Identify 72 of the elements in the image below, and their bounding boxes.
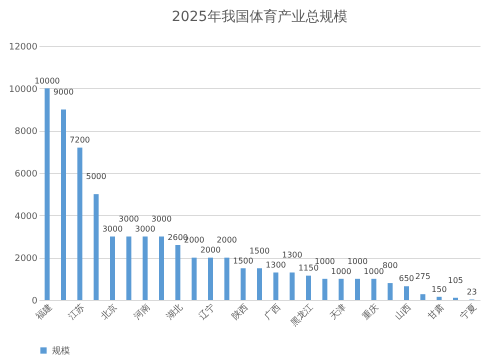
bar <box>306 276 311 300</box>
bar <box>436 296 442 300</box>
x-tick-label: 黑龙江 <box>288 302 316 329</box>
data-label: 10000 <box>34 76 60 86</box>
bar <box>224 258 230 300</box>
x-tick-label: 辽宁 <box>197 302 218 322</box>
bar <box>338 278 344 300</box>
data-label: 3000 <box>102 224 123 234</box>
bar <box>355 278 360 300</box>
data-label: 1000 <box>314 256 336 266</box>
x-tick-label: 甘肃 <box>426 302 446 322</box>
data-label: 1300 <box>266 260 286 270</box>
data-label: 1000 <box>330 266 352 276</box>
data-label: 800 <box>382 261 398 270</box>
bar <box>420 294 426 300</box>
x-tick-label: 北京 <box>99 302 120 322</box>
x-tick-label: 河南 <box>132 302 152 322</box>
data-label: 3000 <box>118 214 140 224</box>
data-label: 3000 <box>134 224 156 234</box>
data-label: 2000 <box>216 236 238 245</box>
y-tick-label: 12000 <box>8 42 38 52</box>
data-label: 2000 <box>200 246 221 255</box>
bar <box>44 88 50 300</box>
x-tick-label: 陕西 <box>230 302 250 322</box>
data-label: 5000 <box>86 172 106 182</box>
data-label: 275 <box>415 272 430 282</box>
data-label: 105 <box>448 276 464 285</box>
bar <box>322 278 328 300</box>
bar <box>175 244 180 300</box>
bar <box>77 148 82 300</box>
bar <box>371 278 376 300</box>
y-tick-label: 8000 <box>14 127 38 138</box>
bar <box>94 194 99 300</box>
x-tick-label: 湖北 <box>164 302 185 322</box>
data-label: 650 <box>398 274 414 284</box>
bar <box>273 272 278 300</box>
data-label: 7200 <box>70 136 90 145</box>
x-tick-label: 山西 <box>393 302 414 322</box>
bar <box>388 283 393 300</box>
y-tick-label: 10000 <box>8 84 38 95</box>
data-label: 1150 <box>298 264 319 273</box>
bar <box>159 236 164 300</box>
legend-label: 规模 <box>52 346 70 356</box>
y-tick-label: 4000 <box>14 212 38 222</box>
data-label: 23 <box>466 288 477 297</box>
x-tick-label: 江苏 <box>66 302 87 322</box>
bar <box>126 236 132 300</box>
y-tick-label: 2000 <box>14 254 38 264</box>
bar <box>208 258 213 300</box>
data-label: 9000 <box>53 88 74 96</box>
bar <box>240 268 246 300</box>
data-label: 1300 <box>282 250 302 260</box>
bar <box>61 110 66 300</box>
data-label: 1000 <box>347 256 368 266</box>
x-tick-label: 重庆 <box>360 302 381 322</box>
bar <box>290 272 295 300</box>
chart-title: 2025年我国体育产业总规模 <box>172 8 348 25</box>
data-label: 1500 <box>232 256 254 266</box>
bar <box>257 268 262 300</box>
x-tick-label: 宁夏 <box>458 302 479 322</box>
x-tick-label: 广西 <box>262 302 283 322</box>
bar <box>110 236 115 300</box>
bar <box>142 236 148 300</box>
data-label: 3000 <box>151 214 172 224</box>
bar <box>192 258 197 300</box>
bar <box>404 286 409 300</box>
x-tick-label: 天津 <box>328 302 348 322</box>
data-label: 150 <box>432 284 447 294</box>
y-tick-label: 0 <box>32 296 38 306</box>
data-label: 1000 <box>364 266 384 276</box>
data-label: 1500 <box>249 246 270 256</box>
y-tick-label: 6000 <box>14 170 38 180</box>
